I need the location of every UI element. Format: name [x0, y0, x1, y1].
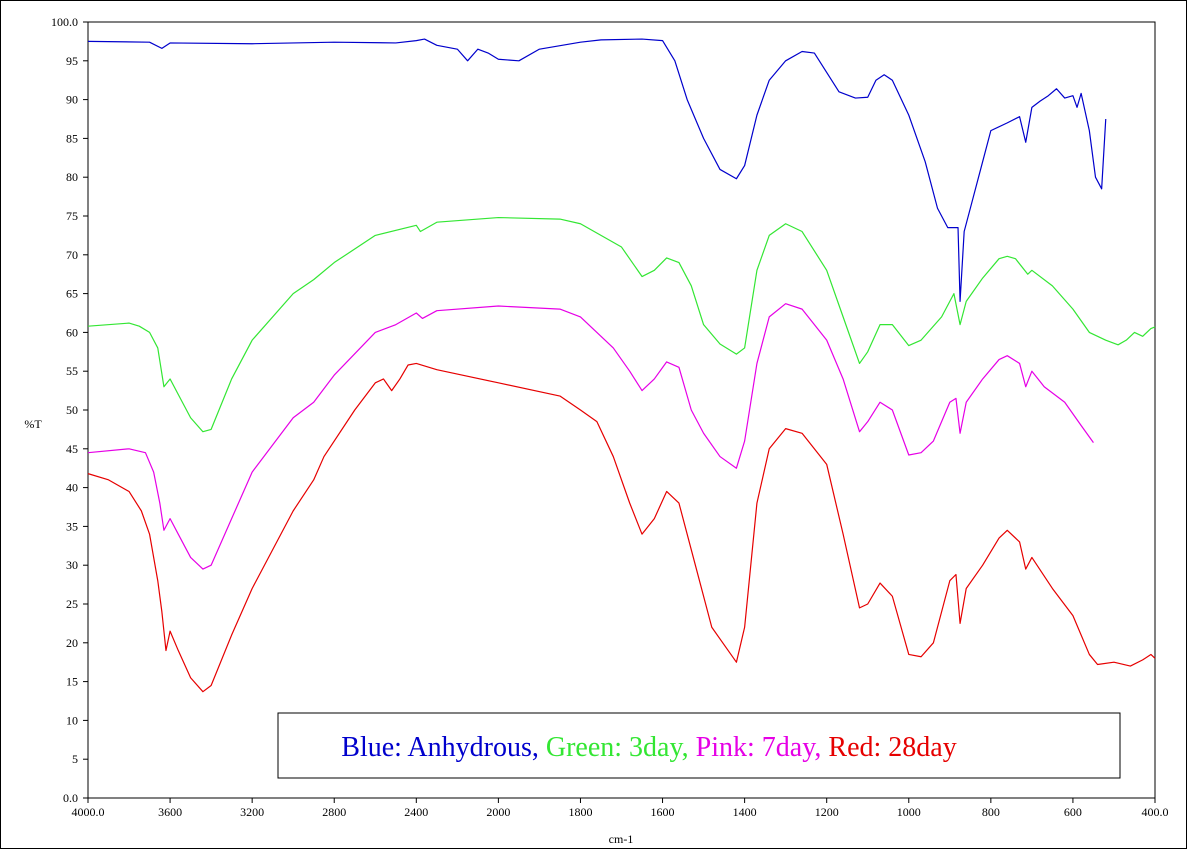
x-tick-label: 1600	[651, 805, 675, 819]
spectrum-line	[87, 362, 1156, 693]
y-tick-label: 60	[66, 325, 78, 339]
y-tick-label: 45	[66, 442, 78, 456]
legend-box	[277, 712, 1121, 779]
legend-entry: Green: 3day,	[546, 732, 689, 763]
x-tick-label: 800	[982, 805, 1000, 819]
x-tick-label: 1800	[568, 805, 592, 819]
x-tick-label: 4000.0	[72, 805, 105, 819]
x-tick-label: 1200	[815, 805, 839, 819]
y-tick-label: 40	[66, 481, 78, 495]
y-tick-label: 85	[66, 131, 78, 145]
y-tick-label: 10	[66, 713, 78, 727]
y-tick-label: 100.0	[51, 15, 78, 29]
spectrum-line	[87, 216, 1156, 433]
y-tick-label: 90	[66, 93, 78, 107]
x-tick-label: 600	[1064, 805, 1082, 819]
y-axis-label: %T	[24, 417, 42, 431]
x-tick-label: 2800	[322, 805, 346, 819]
x-tick-label: 400.0	[1142, 805, 1169, 819]
spectrum-line	[87, 38, 1107, 302]
y-tick-label: 50	[66, 403, 78, 417]
x-tick-label: 1400	[733, 805, 757, 819]
spectrum-line	[87, 303, 1094, 570]
x-tick-label: 1000	[897, 805, 921, 819]
y-tick-label: 70	[66, 248, 78, 262]
x-tick-label: 2000	[486, 805, 510, 819]
y-tick-label: 95	[66, 54, 78, 68]
y-tick-label: 0.0	[63, 791, 78, 805]
x-tick-label: 3200	[240, 805, 264, 819]
legend-entry: Pink: 7day,	[696, 732, 822, 763]
y-tick-label: 55	[66, 364, 78, 378]
y-tick-label: 80	[66, 170, 78, 184]
y-tick-label: 25	[66, 597, 78, 611]
legend: Blue: Anhydrous, Green: 3day, Pink: 7day, R…	[341, 732, 956, 763]
legend-entry: Blue: Anhydrous,	[341, 732, 539, 763]
y-tick-label: 15	[66, 675, 78, 689]
x-tick-label: 2400	[404, 805, 428, 819]
x-tick-label: 3600	[158, 805, 182, 819]
y-tick-label: 35	[66, 519, 78, 533]
y-tick-label: 30	[66, 558, 78, 572]
y-tick-label: 20	[66, 636, 78, 650]
x-axis-label: cm-1	[609, 832, 634, 846]
legend-entry: Red: 28day	[828, 732, 956, 763]
y-tick-label: 65	[66, 287, 78, 301]
y-tick-label: 5	[72, 752, 78, 766]
y-tick-label: 75	[66, 209, 78, 223]
